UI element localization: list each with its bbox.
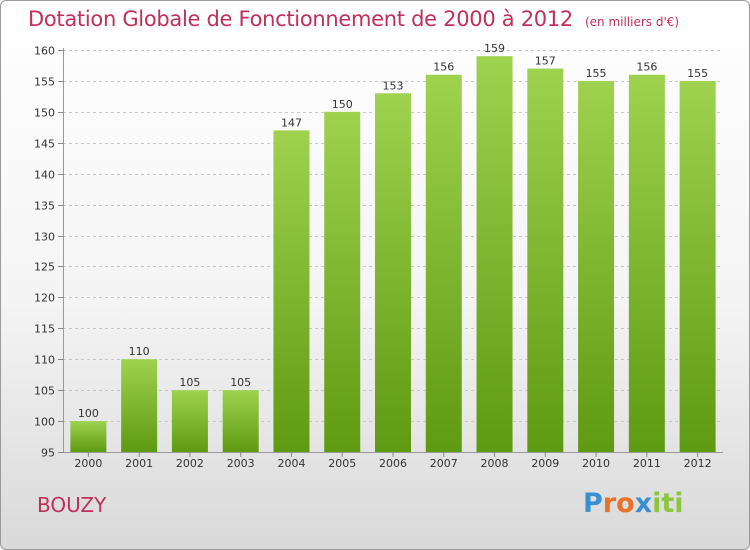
logo-letter: i [652, 488, 662, 519]
logo-letter: t [661, 488, 675, 519]
bar-2002 [171, 390, 208, 452]
y-tick-label: 140 [34, 169, 55, 182]
logo-letter: x [634, 488, 653, 519]
x-tick-label: 2006 [379, 457, 407, 470]
data-label: 105 [179, 376, 200, 389]
x-tick-label: 2003 [227, 457, 255, 470]
y-axis: 95 100 105 110 115 120 125 130 135 140 145 150 155 16… [34, 45, 723, 460]
logo-letter: r [602, 488, 617, 519]
chart-title: Dotation Globale de Fonctionnement de 20… [28, 7, 679, 31]
x-tick-label: 2008 [481, 457, 509, 470]
data-label: 156 [433, 61, 454, 74]
logo-letter: o [616, 488, 635, 519]
data-label: 150 [332, 98, 353, 111]
commune-name: BOUZY [37, 493, 107, 517]
bar-2010 [578, 80, 615, 452]
y-tick-label: 150 [34, 107, 55, 120]
data-label: 105 [230, 376, 251, 389]
x-tick-label: 2000 [74, 457, 102, 470]
x-tick-label: 2001 [125, 457, 153, 470]
bar-2003 [222, 390, 259, 452]
data-label: 153 [383, 79, 404, 92]
y-tick-label: 145 [34, 138, 55, 151]
data-label: 110 [129, 345, 150, 358]
x-tick-label: 2011 [633, 457, 661, 470]
x-tick-label: 2004 [277, 457, 305, 470]
bar-2004 [273, 130, 310, 452]
data-label: 155 [687, 67, 708, 80]
y-tick-label: 105 [34, 385, 55, 398]
bar-2008 [476, 56, 513, 452]
bar-2011 [628, 74, 665, 452]
x-axis-labels: 2000 2001 2002 2003 2004 2005 2006 2007 2008 2009… [74, 452, 712, 470]
x-tick-label: 2009 [531, 457, 559, 470]
bars [70, 56, 716, 453]
y-tick-label: 115 [34, 323, 55, 336]
y-tick-label: 125 [34, 261, 55, 274]
title-unit: (en milliers d'€) [584, 15, 680, 29]
data-label: 147 [281, 116, 302, 129]
bar-2007 [425, 74, 462, 452]
y-tick-label: 135 [34, 200, 55, 213]
data-labels: 100 110 105 105 147 150 153 156 159 157 155 156 155 [78, 42, 708, 420]
data-label: 155 [586, 67, 607, 80]
data-label: 100 [78, 407, 99, 420]
x-tick-label: 2005 [328, 457, 356, 470]
y-tick-label: 95 [41, 447, 55, 460]
title-text: Dotation Globale de Fonctionnement de 20… [28, 7, 573, 31]
x-tick-label: 2007 [430, 457, 458, 470]
bar-2001 [121, 359, 158, 452]
x-tick-label: 2012 [684, 457, 712, 470]
y-tick-label: 100 [34, 416, 55, 429]
y-tick-label: 155 [34, 76, 55, 89]
y-tick-label: 160 [34, 45, 55, 58]
y-tick-label: 130 [34, 231, 55, 244]
data-label: 157 [535, 55, 556, 68]
data-label: 159 [484, 42, 505, 55]
bar-2000 [70, 421, 107, 452]
logo-letter: P [583, 488, 603, 519]
y-tick-label: 110 [34, 354, 55, 367]
bar-2012 [679, 80, 716, 452]
x-tick-label: 2002 [176, 457, 204, 470]
bar-2009 [527, 68, 564, 453]
data-label: 156 [636, 61, 657, 74]
bar-2005 [324, 111, 361, 452]
x-tick-label: 2010 [582, 457, 610, 470]
bar-2006 [375, 93, 411, 453]
logo-letter: i [674, 488, 684, 519]
y-tick-label: 120 [34, 292, 55, 305]
proxiti-logo: Proxiti [583, 488, 684, 519]
